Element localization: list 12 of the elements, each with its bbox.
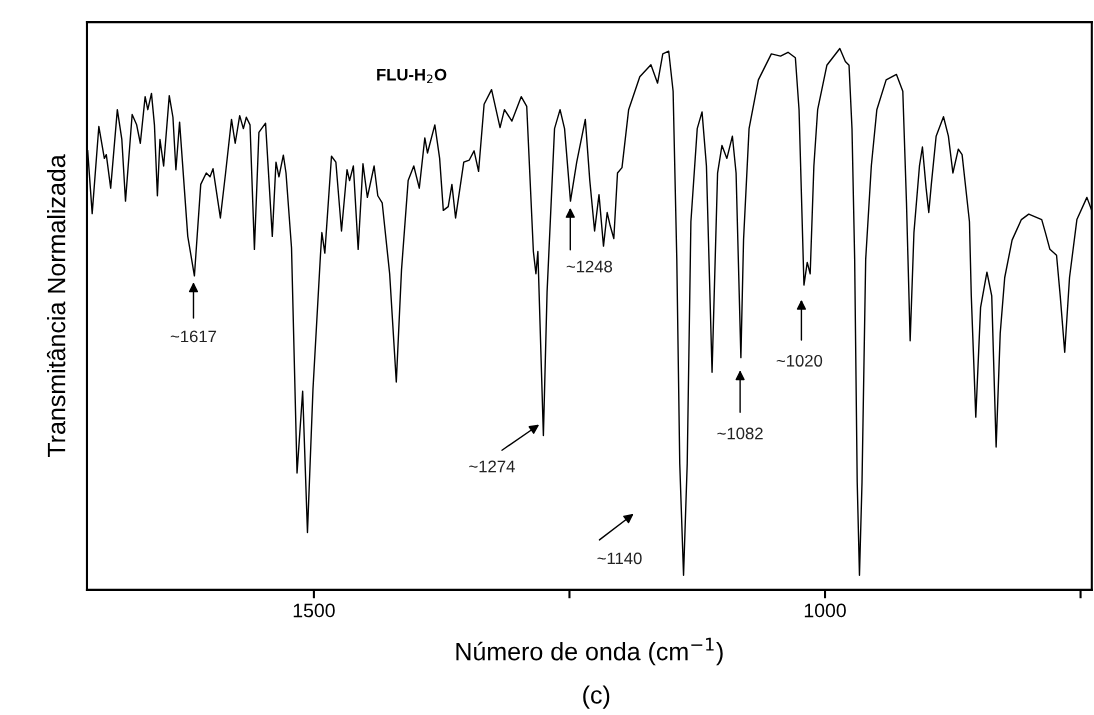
- x-tick-label: 1500: [293, 603, 335, 618]
- annotation: ~1617: [170, 330, 217, 343]
- text: FLU-H$_{2}$O: [377, 68, 447, 84]
- x-tick-label: 1000: [804, 603, 846, 618]
- annotation: ~1020: [776, 354, 823, 367]
- annotation: ~1140: [597, 552, 642, 565]
- annotation: ~1248: [566, 260, 613, 273]
- annotation: ~1082: [717, 427, 763, 440]
- x-axis-title: Número de onda (cm$^{−1}$): [456, 637, 723, 666]
- text: (c): [583, 685, 610, 709]
- y-axis-title: Transmitância Normalizada: [46, 154, 66, 458]
- annotation: ~1274: [469, 460, 515, 473]
